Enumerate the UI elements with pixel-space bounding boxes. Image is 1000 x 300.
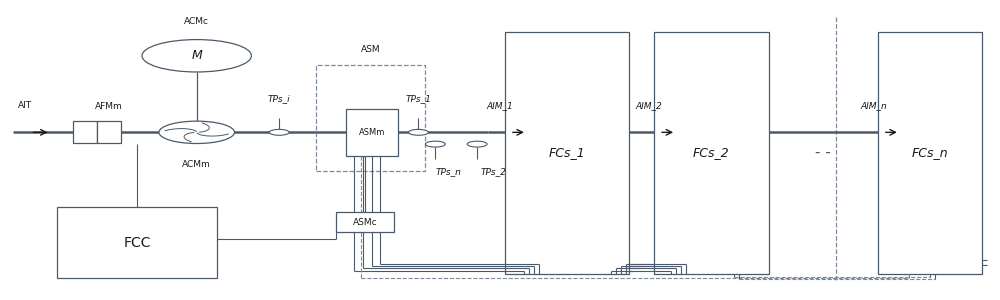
- Text: TPs_1: TPs_1: [406, 94, 431, 103]
- Circle shape: [409, 129, 428, 135]
- Circle shape: [159, 121, 234, 143]
- Text: - -: - -: [815, 146, 831, 160]
- Text: AFMm: AFMm: [95, 102, 123, 111]
- Bar: [336, 212, 394, 232]
- Bar: [654, 32, 769, 274]
- Bar: [57, 207, 217, 278]
- Text: FCs_n: FCs_n: [912, 146, 948, 159]
- Bar: [346, 109, 398, 156]
- Circle shape: [142, 40, 251, 72]
- Text: TPs_i: TPs_i: [268, 94, 291, 103]
- Text: AIM_1: AIM_1: [487, 101, 513, 110]
- Bar: [505, 32, 629, 274]
- Bar: [97, 121, 121, 143]
- Text: TPs_2: TPs_2: [481, 168, 507, 177]
- Text: ACMc: ACMc: [184, 17, 209, 26]
- Text: TPs_n: TPs_n: [435, 168, 461, 177]
- Text: AIM_n: AIM_n: [861, 101, 887, 110]
- Text: M: M: [191, 49, 202, 62]
- Text: ASM: ASM: [361, 45, 381, 54]
- Text: ACMm: ACMm: [182, 160, 211, 169]
- Text: ASMc: ASMc: [352, 218, 377, 226]
- Text: ASMm: ASMm: [359, 128, 385, 137]
- Text: AIM_2: AIM_2: [636, 101, 663, 110]
- Circle shape: [467, 141, 487, 147]
- Circle shape: [425, 141, 445, 147]
- Text: AIT: AIT: [18, 101, 32, 110]
- Bar: [73, 121, 97, 143]
- Text: FCs_2: FCs_2: [693, 146, 730, 159]
- Text: FCs_1: FCs_1: [549, 146, 586, 159]
- Bar: [316, 64, 425, 171]
- Circle shape: [269, 129, 289, 135]
- Bar: [878, 32, 982, 274]
- Text: FCC: FCC: [123, 236, 151, 250]
